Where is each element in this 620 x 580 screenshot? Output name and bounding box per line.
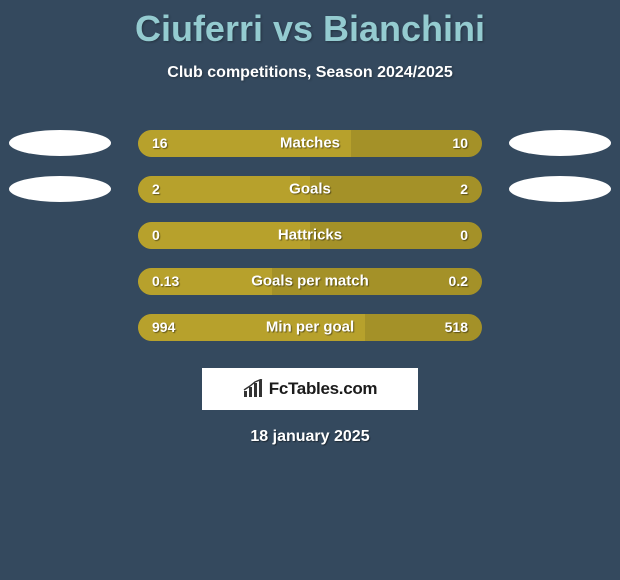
bar-chart-icon: [243, 379, 265, 399]
stat-value-left: 2: [152, 181, 160, 197]
stat-label: Min per goal: [266, 319, 354, 336]
stats-container: 16 Matches 10 2 Goals 2 0 Hattricks 0 0.…: [0, 120, 620, 350]
footer-brand-text: FcTables.com: [269, 379, 378, 399]
stat-bar: 0.13 Goals per match 0.2: [138, 268, 482, 295]
stat-value-left: 0.13: [152, 273, 179, 289]
stat-label: Goals: [289, 181, 331, 198]
stat-bar: 16 Matches 10: [138, 130, 482, 157]
stat-row-goals: 2 Goals 2: [0, 166, 620, 212]
stat-label: Matches: [280, 135, 340, 152]
stat-bar-fill: [138, 176, 310, 203]
stat-value-right: 0.2: [449, 273, 468, 289]
footer-date: 18 january 2025: [0, 428, 620, 446]
stat-value-right: 518: [445, 319, 468, 335]
stat-value-right: 2: [460, 181, 468, 197]
stat-row-goals-per-match: 0.13 Goals per match 0.2: [0, 258, 620, 304]
page-title: Ciuferri vs Bianchini: [0, 0, 620, 50]
player-left-icon: [9, 176, 111, 202]
page-subtitle: Club competitions, Season 2024/2025: [0, 64, 620, 82]
stat-label: Goals per match: [251, 273, 369, 290]
player-right-icon: [509, 176, 611, 202]
stat-bar: 2 Goals 2: [138, 176, 482, 203]
footer-brand-box[interactable]: FcTables.com: [202, 368, 418, 410]
stat-row-matches: 16 Matches 10: [0, 120, 620, 166]
stat-label: Hattricks: [278, 227, 342, 244]
player-right-icon: [509, 130, 611, 156]
stat-value-left: 16: [152, 135, 168, 151]
stat-value-left: 994: [152, 319, 175, 335]
stat-row-min-per-goal: 994 Min per goal 518: [0, 304, 620, 350]
stat-value-left: 0: [152, 227, 160, 243]
stat-value-right: 10: [452, 135, 468, 151]
player-left-icon: [9, 130, 111, 156]
stat-bar: 0 Hattricks 0: [138, 222, 482, 249]
stat-value-right: 0: [460, 227, 468, 243]
stat-bar: 994 Min per goal 518: [138, 314, 482, 341]
stat-row-hattricks: 0 Hattricks 0: [0, 212, 620, 258]
